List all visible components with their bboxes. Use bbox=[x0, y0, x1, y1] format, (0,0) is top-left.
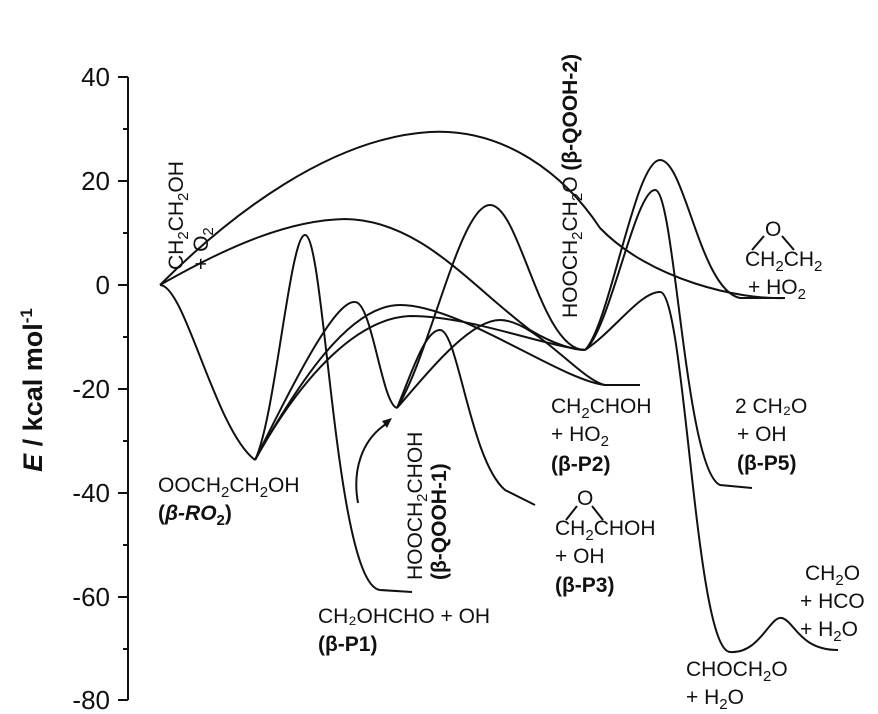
label-p7: CH2O + HCO + H2O bbox=[800, 562, 865, 645]
label-p6: CHOCH2O + H2O bbox=[686, 658, 788, 713]
svg-text:+ OH: + OH bbox=[737, 423, 787, 446]
y-tick-label: 40 bbox=[81, 62, 110, 92]
svg-text:(β-P5): (β-P5) bbox=[737, 452, 796, 475]
y-tick-label: 0 bbox=[96, 270, 110, 300]
svg-text:HOOCH2CHOH: HOOCH2CHOH bbox=[404, 432, 431, 580]
label-ro2: OOCH2CH2OH (β-RO2) bbox=[158, 474, 300, 529]
label-qooh1: HOOCH2CHOH (β-QOOH-1) bbox=[404, 432, 451, 580]
label-p2: CH2CHOH + HO2 (β-P2) bbox=[551, 395, 652, 476]
svg-text:2 CH₂O: 2 CH₂O bbox=[735, 395, 807, 418]
svg-text:HOOCH2CH2O (β-QOOH-2): HOOCH2CH2O (β-QOOH-2) bbox=[559, 54, 586, 318]
pathway-curve bbox=[254, 314, 586, 461]
svg-text:CH2CHOH: CH2CHOH bbox=[551, 395, 652, 422]
y-tick-label: 20 bbox=[81, 166, 110, 196]
pathway-curve bbox=[254, 233, 413, 593]
pathway-curve bbox=[254, 303, 640, 461]
svg-text:CHOCH2O: CHOCH2O bbox=[686, 658, 788, 685]
label-p4: O CH2CH2 + HO2 bbox=[745, 218, 822, 303]
pathway-curve bbox=[584, 290, 839, 654]
y-axis: 40 20 0 -20 -40 -60 -80 E / kcal mol-1 bbox=[17, 62, 129, 714]
pathway-curve bbox=[396, 328, 536, 506]
svg-text:CH2CHOH: CH2CHOH bbox=[555, 517, 656, 544]
svg-text:(β-RO2): (β-RO2) bbox=[158, 502, 232, 529]
arrow-head bbox=[382, 418, 392, 428]
pathway-curve bbox=[159, 130, 786, 300]
label-qooh2: HOOCH2CH2O (β-QOOH-2) bbox=[559, 54, 586, 318]
y-tick-label: -60 bbox=[72, 582, 110, 612]
svg-text:+ HO2: + HO2 bbox=[551, 423, 609, 450]
label-p1: CH₂OHCHO + OH (β-P1) bbox=[318, 605, 490, 656]
y-axis-title: E / kcal mol-1 bbox=[17, 308, 48, 472]
svg-text:(β-P3): (β-P3) bbox=[555, 574, 614, 597]
y-tick-label: -20 bbox=[72, 374, 110, 404]
svg-text:(β-QOOH-1): (β-QOOH-1) bbox=[428, 463, 451, 580]
label-p5: 2 CH₂O + OH (β-P5) bbox=[735, 395, 807, 475]
svg-text:CH2CH2: CH2CH2 bbox=[745, 248, 822, 275]
arrow-curve bbox=[355, 423, 387, 504]
svg-text:+ HCO: + HCO bbox=[800, 590, 865, 613]
svg-text:+ OH: + OH bbox=[555, 545, 605, 568]
svg-text:O: O bbox=[577, 487, 593, 510]
pathway-curve bbox=[159, 217, 586, 351]
svg-text:(β-P1): (β-P1) bbox=[318, 633, 377, 656]
svg-text:(β-P2): (β-P2) bbox=[551, 453, 610, 476]
reaction-pathways bbox=[159, 130, 839, 654]
pathway-curve bbox=[584, 188, 753, 489]
pathway-curve bbox=[396, 203, 586, 409]
label-p3: O CH2CHOH + OH (β-P3) bbox=[555, 487, 656, 597]
svg-text:CH2CH2OH: CH2CH2OH bbox=[165, 161, 192, 270]
label-reactant: CH2CH2OH + O2 bbox=[165, 161, 217, 270]
y-tick-label: -80 bbox=[72, 685, 110, 714]
svg-text:+ O2: + O2 bbox=[190, 227, 217, 270]
pathway-curve bbox=[584, 158, 785, 351]
y-tick-label: -40 bbox=[72, 478, 110, 508]
svg-text:OOCH2CH2OH: OOCH2CH2OH bbox=[158, 474, 300, 501]
svg-text:CH2O: CH2O bbox=[805, 562, 860, 589]
pathway-curve bbox=[254, 300, 398, 461]
svg-text:+ H2O: + H2O bbox=[800, 618, 858, 645]
svg-text:CH₂OHCHO + OH: CH₂OHCHO + OH bbox=[318, 605, 490, 628]
pathway-curve bbox=[396, 318, 606, 409]
svg-text:O: O bbox=[765, 218, 781, 241]
svg-text:+ H2O: + H2O bbox=[686, 686, 744, 713]
pathway-curve bbox=[159, 284, 256, 461]
svg-text:+ HO2: + HO2 bbox=[748, 276, 806, 303]
